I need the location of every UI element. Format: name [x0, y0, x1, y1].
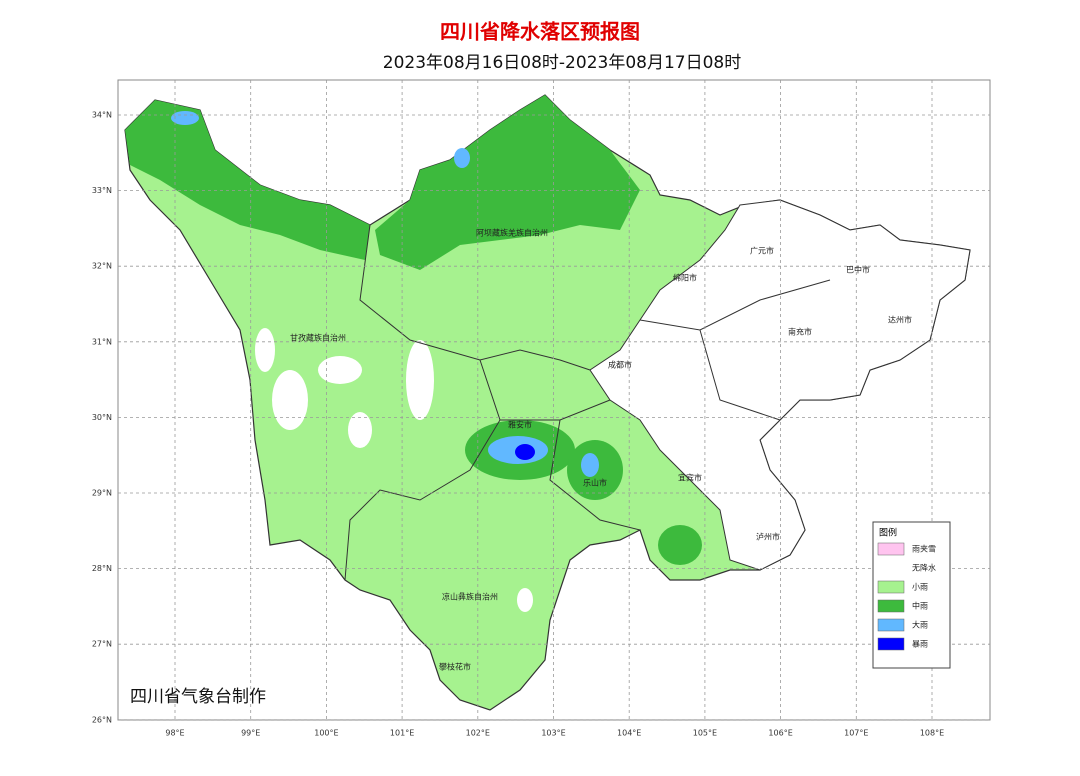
- region-labels: 阿坝藏族羌族自治州 甘孜藏族自治州 凉山彝族自治州 攀枝花市 广元市 巴中市 达…: [290, 228, 912, 672]
- region-label: 乐山市: [583, 478, 607, 488]
- region-label: 阿坝藏族羌族自治州: [476, 228, 548, 238]
- heavy-rain-area: [581, 453, 599, 477]
- x-tick-label: 108°E: [920, 729, 944, 738]
- x-tick-label: 102°E: [466, 729, 490, 738]
- legend-label: 中雨: [912, 601, 928, 611]
- region-label: 甘孜藏族自治州: [290, 333, 346, 343]
- y-tick-label: 31°N: [92, 337, 112, 346]
- moderate-rain-area: [658, 525, 702, 565]
- subtitle: 2023年08月16日08时-2023年08月17日08时: [383, 53, 741, 73]
- x-tick-label: 107°E: [844, 729, 868, 738]
- region-label: 宜宾市: [678, 473, 702, 483]
- x-tick-label: 104°E: [617, 729, 641, 738]
- x-tick-label: 99°E: [241, 729, 260, 738]
- map: [124, 94, 971, 711]
- boundaries: [344, 224, 831, 581]
- heavy-rain-area: [454, 148, 470, 168]
- region-label: 雅安市: [508, 420, 532, 430]
- y-tick-label: 33°N: [92, 186, 112, 195]
- legend-label: 雨夹雪: [912, 544, 936, 554]
- region-label: 巴中市: [846, 265, 870, 275]
- y-tick-label: 32°N: [92, 262, 112, 271]
- credit: 四川省气象台制作: [130, 687, 266, 707]
- rainstorm-area: [515, 444, 535, 460]
- legend-swatch: [877, 542, 905, 556]
- region-label: 达州市: [888, 315, 912, 325]
- region-label: 南充市: [788, 327, 812, 337]
- y-tick-label: 28°N: [92, 564, 112, 573]
- region-label: 广元市: [750, 246, 774, 256]
- legend-title: 图例: [879, 527, 897, 539]
- region-label: 绵阳市: [673, 273, 697, 283]
- y-tick-label: 30°N: [92, 413, 112, 422]
- y-tick-label: 27°N: [92, 640, 112, 649]
- title: 四川省降水落区预报图: [440, 20, 640, 44]
- graticule: 98°E 99°E 100°E 101°E 102°E 103°E 104°E 105°E 10…: [92, 80, 990, 738]
- legend-label: 大雨: [912, 620, 928, 630]
- legend-label: 无降水: [912, 563, 936, 573]
- region-label: 攀枝花市: [439, 662, 471, 672]
- legend-swatch: [878, 562, 904, 574]
- region-label: 凉山彝族自治州: [442, 592, 498, 602]
- no-rain-area: [589, 199, 971, 571]
- legend-label: 小雨: [912, 583, 928, 592]
- y-tick-label: 34°N: [92, 111, 112, 120]
- x-tick-label: 100°E: [314, 729, 338, 738]
- x-tick-label: 105°E: [693, 729, 717, 738]
- region-label: 泸州市: [756, 532, 780, 542]
- x-tick-label: 106°E: [768, 729, 792, 738]
- y-tick-label: 29°N: [92, 489, 112, 498]
- moderate-rain-area: [375, 95, 640, 270]
- legend-swatch: [877, 580, 905, 594]
- heavy-rain-area: [171, 111, 199, 125]
- legend-swatch: [877, 599, 905, 613]
- moderate-rain-area: [125, 100, 370, 260]
- legend-swatch: [877, 618, 905, 632]
- no-rain-patches: [255, 328, 533, 612]
- legend-label: 暴雨: [912, 640, 928, 649]
- x-tick-label: 103°E: [541, 729, 565, 738]
- x-tick-label: 101°E: [390, 729, 414, 738]
- region-label: 成都市: [608, 360, 632, 370]
- y-tick-label: 26°N: [92, 715, 112, 724]
- x-tick-label: 98°E: [165, 729, 184, 738]
- legend-swatch: [877, 637, 905, 651]
